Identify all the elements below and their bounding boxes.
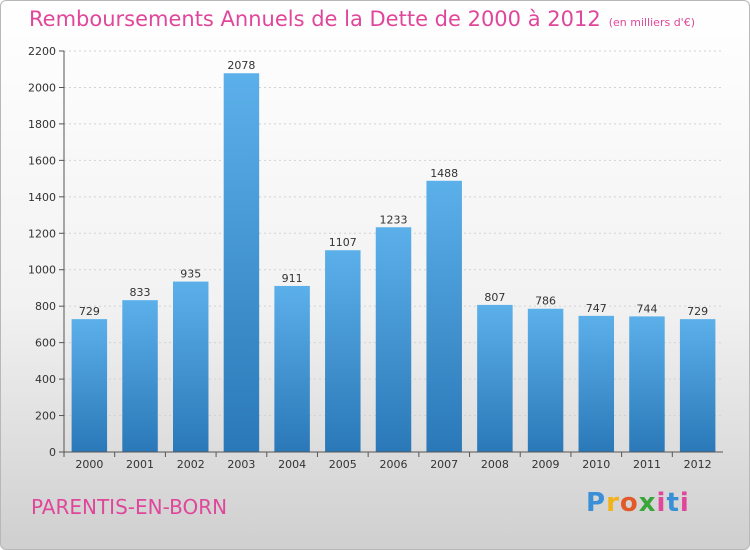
data-label: 729 (687, 305, 708, 318)
y-tick-label: 1400 (28, 191, 56, 204)
bar-2006 (375, 227, 412, 452)
data-label: 807 (484, 291, 505, 304)
y-tick-label: 2000 (28, 81, 56, 94)
logo-letter: i (656, 488, 667, 518)
bar-2000 (71, 319, 108, 452)
x-tick-label: 2002 (177, 458, 205, 471)
logo-letter: i (679, 488, 690, 518)
x-tick-label: 2005 (329, 458, 357, 471)
x-tick-label: 2008 (481, 458, 509, 471)
logo-letter: t (666, 488, 680, 518)
x-tick-label: 2001 (126, 458, 154, 471)
data-label: 833 (130, 286, 151, 299)
y-tick-label: 2200 (28, 45, 56, 58)
proxiti-logo: Proxiti (586, 488, 690, 518)
data-label: 729 (79, 305, 100, 318)
data-label: 747 (586, 302, 607, 315)
bar-2003 (223, 73, 260, 452)
data-label: 744 (636, 302, 657, 315)
bar-2010 (578, 315, 615, 452)
chart-unit-note: (en milliers d'€) (608, 16, 695, 29)
logo-letter: x (638, 488, 657, 518)
bar-2009 (527, 308, 564, 452)
y-tick-label: 200 (35, 410, 56, 423)
commune-name: PARENTIS-EN-BORN (31, 495, 228, 519)
data-label: 1233 (380, 213, 408, 226)
y-tick-label: 600 (35, 337, 56, 350)
x-tick-label: 2006 (380, 458, 408, 471)
bars: 729 833 935 2078 911 1107 1233 1488 807 786 747 744… (71, 59, 716, 452)
y-tick-label: 1600 (28, 154, 56, 167)
bar-2011 (629, 316, 665, 452)
x-tick-label: 2003 (227, 458, 255, 471)
x-tick-label: 2007 (430, 458, 458, 471)
x-tick-label: 2012 (684, 458, 712, 471)
data-label: 911 (282, 272, 303, 285)
bar-2004 (274, 285, 310, 452)
x-tick-label: 2009 (532, 458, 560, 471)
x-axis: 2000 2001 2002 2003 2004 2005 2006 2007 2008 2009… (59, 451, 723, 471)
x-tick-label: 2010 (582, 458, 610, 471)
y-tick-label: 1800 (28, 118, 56, 131)
data-label: 786 (535, 295, 556, 308)
y-tick-label: 0 (49, 446, 56, 459)
logo-letter: o (619, 488, 639, 518)
bar-2007 (426, 180, 462, 452)
data-label: 935 (180, 268, 201, 281)
bar-2008 (477, 304, 513, 452)
logo-letter: P (586, 488, 607, 518)
bar-2012 (679, 319, 716, 452)
bar-2005 (325, 250, 361, 452)
x-tick-label: 2000 (75, 458, 103, 471)
bar-2001 (122, 300, 158, 452)
x-tick-label: 2011 (633, 458, 661, 471)
bar-2002 (172, 281, 209, 452)
data-label: 2078 (227, 59, 255, 72)
data-label: 1488 (430, 167, 458, 180)
y-tick-label: 1200 (28, 227, 56, 240)
chart-title: Remboursements Annuels de la Dette de 20… (29, 7, 695, 31)
y-tick-label: 800 (35, 300, 56, 313)
data-label: 1107 (329, 236, 357, 249)
y-axis: 0 200 400 600 800 1000 1200 1400 1600 1800 2000 220… (28, 45, 65, 459)
x-tick-label: 2004 (278, 458, 306, 471)
y-tick-label: 400 (35, 373, 56, 386)
chart-title-text: Remboursements Annuels de la Dette de 20… (29, 7, 601, 31)
y-tick-label: 1000 (28, 264, 56, 277)
logo-letter: r (606, 488, 620, 518)
